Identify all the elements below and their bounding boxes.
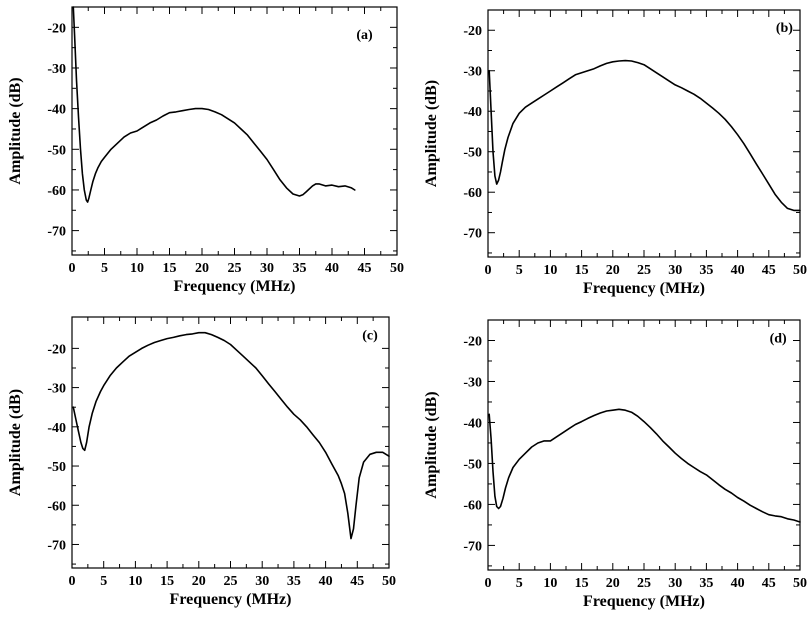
x-tick-label: 20 [606,263,620,278]
x-tick-label: 50 [390,261,404,276]
y-tick-label: -30 [47,382,66,397]
y-tick-label: -20 [463,334,482,349]
x-tick-label: 25 [637,576,651,591]
y-tick-label: -40 [463,416,482,431]
data-series-line [488,59,801,212]
x-tick-label: 30 [260,261,274,276]
x-tick-label: 20 [606,576,620,591]
x-tick-label: 5 [516,263,523,278]
plot-frame [71,316,390,569]
y-tick-label: -30 [47,62,66,77]
y-tick-label: -40 [47,421,66,436]
x-axis-title: Frequency (MHz) [583,280,705,297]
x-tick-label: 10 [543,263,557,278]
panel-label: (a) [356,28,373,43]
panel-label: (d) [770,332,787,347]
y-axis-title-wrap: Amplitude (dB) [423,391,440,498]
data-series-line [72,331,390,540]
x-tick-label: 50 [793,263,807,278]
y-tick-label: -70 [47,538,66,553]
y-tick-label: -30 [463,375,482,390]
x-tick-label: 40 [731,576,745,591]
x-tick-label: 35 [699,576,713,591]
x-tick-label: 25 [637,263,651,278]
x-tick-label: 5 [101,261,108,276]
y-axis-title-wrap: Amplitude (dB) [423,80,440,187]
x-tick-label: 35 [699,263,713,278]
x-tick-label: 45 [762,263,776,278]
x-tick-label: 20 [192,574,206,589]
y-axis-title: Amplitude (dB) [423,80,440,187]
plot-frame [71,6,398,256]
x-tick-label: 25 [228,261,242,276]
x-tick-label: 45 [358,261,372,276]
x-tick-label: 10 [128,574,142,589]
y-tick-label: -60 [463,498,482,513]
x-tick-label: 30 [668,576,682,591]
x-axis-title: Frequency (MHz) [170,591,292,608]
y-tick-label: -50 [47,143,66,158]
x-tick-label: 30 [255,574,269,589]
x-tick-label: 10 [543,576,557,591]
x-tick-label: 15 [160,574,174,589]
x-tick-label: 25 [224,574,238,589]
y-tick-label: -70 [47,225,66,240]
x-tick-label: 0 [485,576,492,591]
y-axis-title: Amplitude (dB) [7,389,24,496]
y-tick-label: -60 [47,184,66,199]
panel-d: Amplitude (dB) Frequency (MHz) (d) 0 5 10 1… [423,319,807,610]
x-tick-label: 35 [293,261,307,276]
panel-label: (c) [362,329,378,344]
y-tick-label: -30 [463,65,482,80]
x-tick-label: 20 [195,261,209,276]
y-axis-title-wrap: Amplitude (dB) [7,389,24,496]
x-tick-label: 40 [319,574,333,589]
x-tick-label: 15 [575,576,589,591]
x-tick-label: 35 [287,574,301,589]
panel-c: Amplitude (dB) Frequency (MHz) (c) 0 5 10 1… [7,316,396,608]
x-tick-label: 0 [485,263,492,278]
x-tick-label: 40 [731,263,745,278]
y-tick-label: -50 [47,460,66,475]
x-tick-label: 45 [762,576,776,591]
data-series-line [72,6,356,203]
x-tick-label: 50 [793,576,807,591]
x-tick-label: 5 [100,574,107,589]
x-tick-label: 0 [69,574,76,589]
y-tick-label: -40 [463,105,482,120]
x-tick-label: 5 [516,576,523,591]
panel-b: Amplitude (dB) Frequency (MHz) (b) 0 5 10 1… [423,9,807,297]
x-tick-label: 45 [350,574,364,589]
y-tick-label: -50 [463,146,482,161]
panel-a: Amplitude (dB) Frequency (MHz) (a) 0 5 10 1… [7,6,404,295]
x-tick-label: 0 [69,261,76,276]
data-series-line [488,408,801,523]
x-axis-title: Frequency (MHz) [174,278,296,295]
y-tick-label: -60 [463,186,482,201]
x-tick-label: 15 [575,263,589,278]
y-tick-label: -20 [47,21,66,36]
x-axis-title: Frequency (MHz) [583,593,705,610]
y-tick-label: -60 [47,499,66,514]
plot-frame [487,9,801,258]
y-tick-label: -20 [463,24,482,39]
panel-label: (b) [776,21,793,36]
y-tick-label: -20 [47,342,66,357]
x-tick-label: 40 [325,261,339,276]
x-tick-label: 50 [382,574,396,589]
x-tick-label: 15 [163,261,177,276]
x-tick-label: 30 [668,263,682,278]
y-tick-label: -70 [463,539,482,554]
y-tick-label: -50 [463,457,482,472]
y-tick-label: -70 [463,227,482,242]
y-axis-title: Amplitude (dB) [423,391,440,498]
y-axis-title-wrap: Amplitude (dB) [7,77,24,184]
y-tick-label: -40 [47,103,66,118]
x-tick-label: 10 [130,261,144,276]
y-axis-title: Amplitude (dB) [7,77,24,184]
